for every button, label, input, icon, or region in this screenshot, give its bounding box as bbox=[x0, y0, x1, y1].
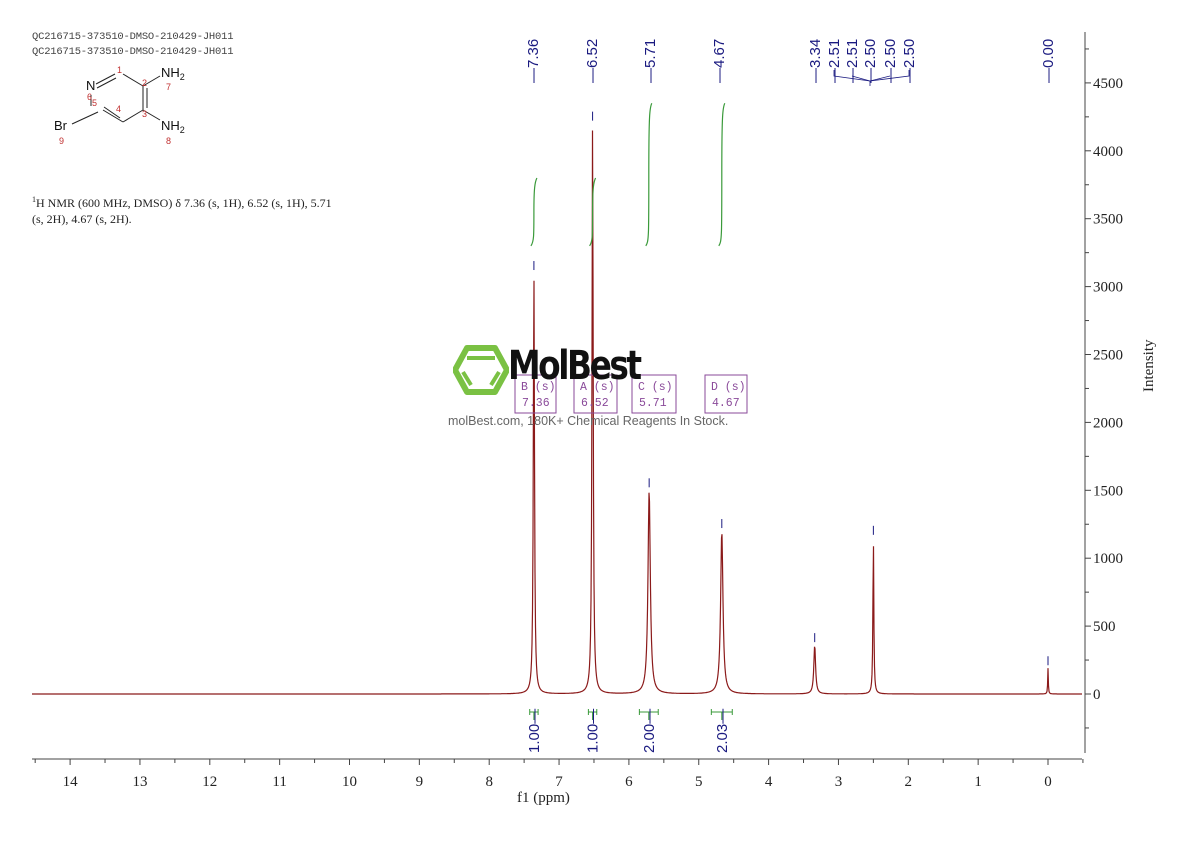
svg-text:2: 2 bbox=[142, 78, 147, 88]
peak-label: —2.50 bbox=[882, 39, 899, 83]
x-tick-label: 14 bbox=[63, 774, 79, 790]
x-tick-label: 11 bbox=[272, 774, 286, 790]
multiplet-label: C (s) bbox=[638, 381, 673, 394]
y-tick-label: 1000 bbox=[1093, 551, 1123, 567]
atom-nh2-7: NH2 bbox=[161, 65, 185, 82]
y-tick-label: 0 bbox=[1093, 687, 1101, 703]
x-tick-label: 5 bbox=[695, 774, 703, 790]
svg-text:9: 9 bbox=[59, 136, 64, 146]
spectrum-line bbox=[32, 130, 1082, 695]
peak-label: —5.71 bbox=[642, 39, 659, 83]
multiplet-shift: 6.52 bbox=[581, 397, 609, 410]
peak-label: —0.00 bbox=[1040, 39, 1057, 83]
svg-text:4: 4 bbox=[116, 104, 121, 114]
sample-id-line-2: QC216715-373510-DMSO-210429-JH011 bbox=[32, 46, 234, 58]
atom-nh2-8: NH2 bbox=[161, 118, 185, 135]
multiplet-shift: 7.36 bbox=[522, 397, 550, 410]
x-tick-label: 4 bbox=[765, 774, 773, 790]
integral-value: 1.00— bbox=[526, 709, 543, 753]
molecule-structure: N NH2 NH2 Br 1 2 3 4 5 6 7 8 9 bbox=[54, 65, 185, 146]
integral-curve bbox=[645, 103, 653, 247]
peak-label: —2.50 bbox=[901, 39, 918, 83]
atom-n: N bbox=[86, 78, 95, 93]
integral-curve bbox=[718, 103, 726, 247]
multiplet-box bbox=[631, 374, 677, 414]
multiplet-label: D (s) bbox=[711, 381, 746, 394]
y-tick-label: 4500 bbox=[1093, 76, 1123, 92]
y-tick-label: 3000 bbox=[1093, 280, 1123, 296]
watermark-logo: MolBest bbox=[508, 343, 642, 389]
y-tick-label: 4000 bbox=[1093, 144, 1123, 160]
x-tick-label: 9 bbox=[416, 774, 424, 790]
peak-label: —2.51 bbox=[844, 39, 861, 83]
y-tick-label: 2000 bbox=[1093, 415, 1123, 431]
x-tick-label: 3 bbox=[835, 774, 843, 790]
nmr-summary: 1H NMR (600 MHz, DMSO) δ 7.36 (s, 1H), 6… bbox=[32, 195, 332, 226]
peak-label: —2.50 bbox=[862, 39, 879, 83]
svg-text:7: 7 bbox=[166, 82, 171, 92]
y-tick-label: 1500 bbox=[1093, 483, 1123, 499]
y-axis-title: Intensity bbox=[1141, 339, 1157, 393]
peak-label: —3.34 bbox=[807, 39, 824, 83]
multiplet-shift: 5.71 bbox=[639, 397, 667, 410]
multiplet-shift: 4.67 bbox=[712, 397, 740, 410]
multiplet-label: A (s) bbox=[580, 381, 615, 394]
integral-curve bbox=[530, 177, 538, 247]
x-tick-label: 1 bbox=[974, 774, 982, 790]
multiplet-box bbox=[704, 374, 748, 414]
watermark-tagline: molBest.com, 180K+ Chemical Reagents In … bbox=[448, 414, 729, 428]
svg-text:1: 1 bbox=[117, 65, 122, 75]
x-axis-title: f1 (ppm) bbox=[517, 790, 570, 806]
x-tick-label: 13 bbox=[132, 774, 147, 790]
x-tick-label: 7 bbox=[555, 774, 563, 790]
x-tick-label: 6 bbox=[625, 774, 633, 790]
peak-label: —2.51 bbox=[826, 39, 843, 83]
integral-value: 2.00— bbox=[641, 709, 658, 753]
peak-label: —6.52 bbox=[584, 39, 601, 83]
multiplet-box bbox=[573, 374, 618, 414]
integral-value: 2.03— bbox=[714, 709, 731, 753]
integral-value: 1.00— bbox=[585, 709, 602, 753]
x-tick-label: 2 bbox=[905, 774, 913, 790]
x-tick-label: 10 bbox=[342, 774, 357, 790]
y-tick-label: 500 bbox=[1093, 619, 1116, 635]
svg-text:8: 8 bbox=[166, 136, 171, 146]
x-tick-label: 0 bbox=[1044, 774, 1052, 790]
svg-text:3: 3 bbox=[142, 109, 147, 119]
sample-id-line-1: QC216715-373510-DMSO-210429-JH011 bbox=[32, 31, 234, 43]
multiplet-box bbox=[514, 374, 557, 414]
x-tick-label: 8 bbox=[485, 774, 493, 790]
molbest-logo-icon bbox=[453, 345, 509, 395]
y-tick-label: 2500 bbox=[1093, 348, 1123, 364]
svg-text:6: 6 bbox=[87, 92, 92, 102]
peak-label: —7.36 bbox=[525, 39, 542, 83]
svg-text:5: 5 bbox=[92, 98, 97, 108]
peak-label: —4.67 bbox=[711, 39, 728, 83]
multiplet-label: B (s) bbox=[521, 381, 556, 394]
atom-br: Br bbox=[54, 118, 68, 133]
x-tick-label: 12 bbox=[202, 774, 217, 790]
y-tick-label: 3500 bbox=[1093, 212, 1123, 228]
integral-curve bbox=[589, 177, 597, 247]
